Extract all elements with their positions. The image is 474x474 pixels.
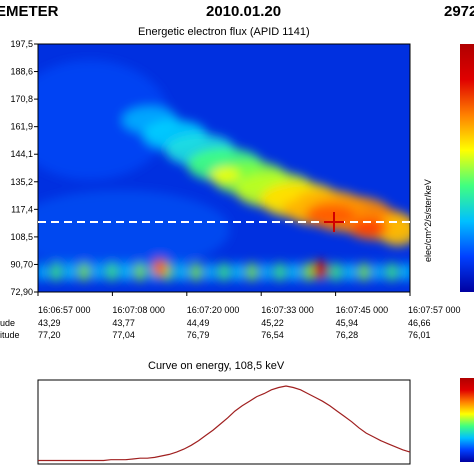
header-left-label: EMETER xyxy=(0,3,59,20)
x-tick-label: 16:07:08 000 xyxy=(112,305,165,315)
x-tick-label: 16:07:20 000 xyxy=(187,305,240,315)
y-tick-label: 144,1 xyxy=(10,149,33,159)
heatmap-cell xyxy=(38,190,230,270)
cursor-marker[interactable] xyxy=(324,212,344,232)
heatmap-cell xyxy=(372,262,384,282)
y-tick-label: 108,5 xyxy=(10,232,33,242)
heatmap-cell xyxy=(386,262,398,282)
x-tick-label: 16:06:57 000 xyxy=(38,305,91,315)
colorbar-curve xyxy=(460,378,474,462)
flux-heatmap xyxy=(38,44,410,292)
y-tick-label: 188,6 xyxy=(10,67,33,77)
heatmap-cell xyxy=(288,262,300,282)
x-row-label: itude xyxy=(0,330,20,340)
x-row-value: 43,77 xyxy=(112,318,135,328)
heatmap-title: Energetic electron flux (APID 1141) xyxy=(138,26,310,38)
y-tick-label: 90,70 xyxy=(10,259,33,269)
heatmap-cell xyxy=(358,262,370,282)
curve-frame xyxy=(37,379,411,465)
energy-curve-line xyxy=(38,385,411,462)
heatmap-cell xyxy=(352,220,388,236)
heatmap-frame xyxy=(37,43,411,293)
heatmap-cell xyxy=(274,262,286,282)
x-row-value: 44,49 xyxy=(187,318,210,328)
heatmap-cell xyxy=(260,262,272,282)
x-row-value: 77,04 xyxy=(112,330,135,340)
heatmap-cell xyxy=(302,262,314,282)
heatmap-cell xyxy=(232,262,244,282)
header-date: 2010.01.20 xyxy=(206,3,282,20)
heatmap-cell xyxy=(38,60,170,180)
heatmap-cell xyxy=(50,262,62,282)
x-tick-label: 16:07:33 000 xyxy=(261,305,314,315)
y-tick-label: 117,4 xyxy=(11,204,33,214)
y-tick-label: 197,5 xyxy=(10,39,33,49)
x-tick-label: 16:07:45 000 xyxy=(336,305,389,315)
x-row-value: 76,01 xyxy=(408,330,431,340)
heatmap-cell xyxy=(38,262,48,282)
x-row-value: 76,79 xyxy=(187,330,210,340)
heatmap-cell xyxy=(64,262,76,282)
heatmap-cell xyxy=(120,262,132,282)
heatmap-cell xyxy=(106,262,118,282)
y-tick-label: 135,2 xyxy=(10,177,33,187)
heatmap-cell xyxy=(400,262,410,282)
x-row-value: 76,54 xyxy=(261,330,284,340)
heatmap-cell xyxy=(218,262,230,282)
heatmap-cell xyxy=(305,205,355,225)
y-tick-label: 161,9 xyxy=(10,122,33,132)
header-right-label: 2972 xyxy=(444,3,474,20)
x-row-value: 43,29 xyxy=(38,318,61,328)
heatmap-cell xyxy=(330,262,342,282)
heatmap-cell xyxy=(92,262,104,282)
heatmap-cell xyxy=(78,262,90,282)
colorbar-heatmap xyxy=(460,44,474,292)
x-row-value: 76,28 xyxy=(336,330,359,340)
x-row-value: 45,94 xyxy=(336,318,359,328)
x-row-label: ude xyxy=(0,318,15,328)
y-tick-label: 170,8 xyxy=(10,94,33,104)
heatmap-cell xyxy=(152,258,168,278)
x-row-value: 77,20 xyxy=(38,330,61,340)
heatmap-cell xyxy=(204,262,216,282)
x-tick-label: 16:07:57 000 xyxy=(408,305,461,315)
heatmap-cell xyxy=(270,187,300,203)
heatmap-cell xyxy=(246,262,258,282)
heatmap-cell xyxy=(190,262,202,282)
heatmap-cell xyxy=(134,262,146,282)
colorbar-label: elec/cm^2/s/ster/keV xyxy=(423,179,433,262)
heatmap-cell xyxy=(176,262,188,282)
y-tick-label: 72,90 xyxy=(10,287,33,297)
heatmap-cell xyxy=(312,260,328,280)
curve-title: Curve on energy, 108,5 keV xyxy=(148,360,285,372)
x-row-value: 46,66 xyxy=(408,318,431,328)
heatmap-cell xyxy=(210,167,240,183)
x-row-value: 45,22 xyxy=(261,318,284,328)
heatmap-cell xyxy=(344,262,356,282)
